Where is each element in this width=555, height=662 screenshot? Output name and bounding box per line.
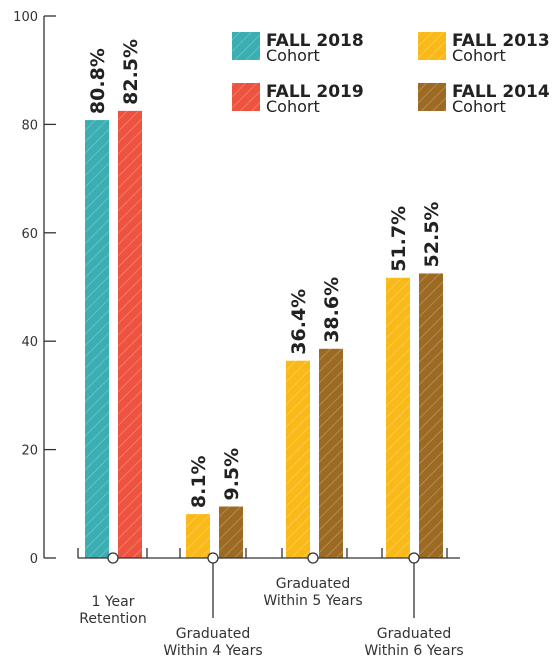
category-marker [107, 552, 119, 564]
category-label: 1 Year [92, 594, 135, 610]
bar [386, 277, 410, 558]
legend-swatch [418, 32, 446, 60]
bar [286, 360, 310, 558]
category-label: Within 6 Years [364, 643, 463, 659]
category-label: Within 4 Years [163, 643, 262, 659]
category-label: Graduated [176, 626, 251, 642]
data-label: 38.6% [321, 277, 343, 343]
data-label: 82.5% [120, 39, 142, 105]
y-axis: 0 20 40 60 80 100 [13, 10, 56, 567]
bar [419, 273, 443, 558]
data-label: 36.4% [288, 289, 310, 355]
legend-series-name: FALL 2019 [266, 82, 364, 102]
category-label: Within 5 Years [263, 593, 362, 609]
legend-series-name: FALL 2018 [266, 31, 364, 51]
bars: 80.8% 82.5% 8.1% 9.5% 36.4% 38.6% 51.7% 52.5% [85, 39, 443, 559]
bar [118, 110, 142, 558]
category-label: Retention [79, 611, 147, 627]
legend-series-sub: Cohort [266, 46, 320, 65]
category-label: Graduated [276, 576, 351, 592]
legend-series-sub: Cohort [266, 97, 320, 116]
data-label: 52.5% [421, 202, 443, 268]
legend-series-sub: Cohort [452, 97, 506, 116]
legend-series-sub: Cohort [452, 46, 506, 65]
y-tick-label: 0 [30, 552, 38, 567]
legend-swatch [418, 83, 446, 111]
y-tick-label: 80 [21, 118, 38, 133]
legend-swatch [232, 83, 260, 111]
y-tick-label: 60 [21, 227, 38, 242]
data-label: 9.5% [221, 448, 243, 501]
bar [186, 514, 210, 558]
data-label: 80.8% [87, 48, 109, 114]
category-label: Graduated [377, 626, 452, 642]
legend-series-name: FALL 2014 [452, 82, 550, 102]
data-label: 51.7% [388, 206, 410, 272]
bar [85, 120, 109, 559]
bar [219, 506, 243, 558]
y-tick-label: 40 [21, 335, 38, 350]
y-tick-label: 100 [13, 10, 38, 25]
category-marker [207, 552, 219, 564]
y-tick-label: 20 [21, 444, 38, 459]
legend-series-name: FALL 2013 [452, 31, 550, 51]
category-marker [307, 552, 319, 564]
category-marker [408, 552, 420, 564]
bar [319, 348, 343, 558]
data-label: 8.1% [188, 455, 210, 508]
legend-swatch [232, 32, 260, 60]
